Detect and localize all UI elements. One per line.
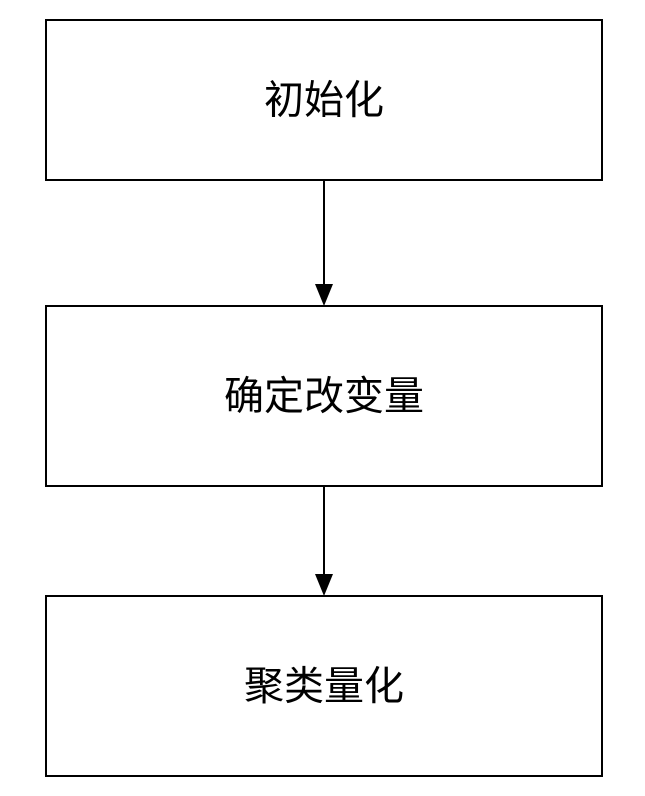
flow-node: 确定改变量	[46, 306, 602, 486]
flow-arrowhead	[315, 284, 333, 306]
flow-node-label: 确定改变量	[224, 374, 424, 419]
flow-node: 聚类量化	[46, 596, 602, 776]
flow-node-label: 聚类量化	[244, 664, 404, 709]
flow-arrowhead	[315, 574, 333, 596]
flow-node: 初始化	[46, 20, 602, 180]
flow-node-label: 初始化	[264, 78, 384, 123]
flowchart-canvas: 初始化确定改变量聚类量化	[0, 0, 645, 796]
